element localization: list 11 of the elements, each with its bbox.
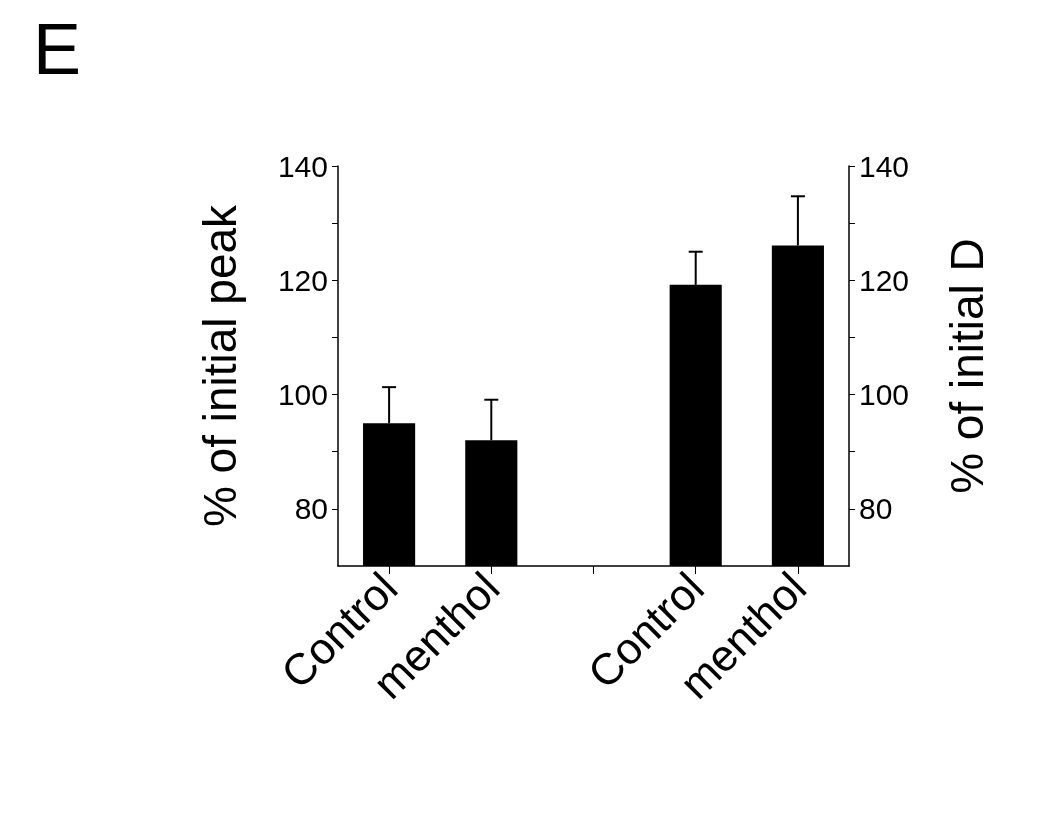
y-tick-label: 80 <box>294 492 328 526</box>
y-tick-label: 140 <box>277 149 328 183</box>
y2-axis-title: % of initial D <box>941 238 993 494</box>
y-tick-label: 100 <box>277 378 328 412</box>
y2-tick-label: 80 <box>859 492 893 526</box>
y-axis-title: % of initial peak <box>194 203 246 528</box>
chart-title: E <box>33 9 82 89</box>
y2-tick-label: 120 <box>859 263 910 297</box>
y2-tick-label: 140 <box>859 149 910 183</box>
y-tick-label: 120 <box>277 263 328 297</box>
y2-tick-label: 100 <box>859 378 910 412</box>
